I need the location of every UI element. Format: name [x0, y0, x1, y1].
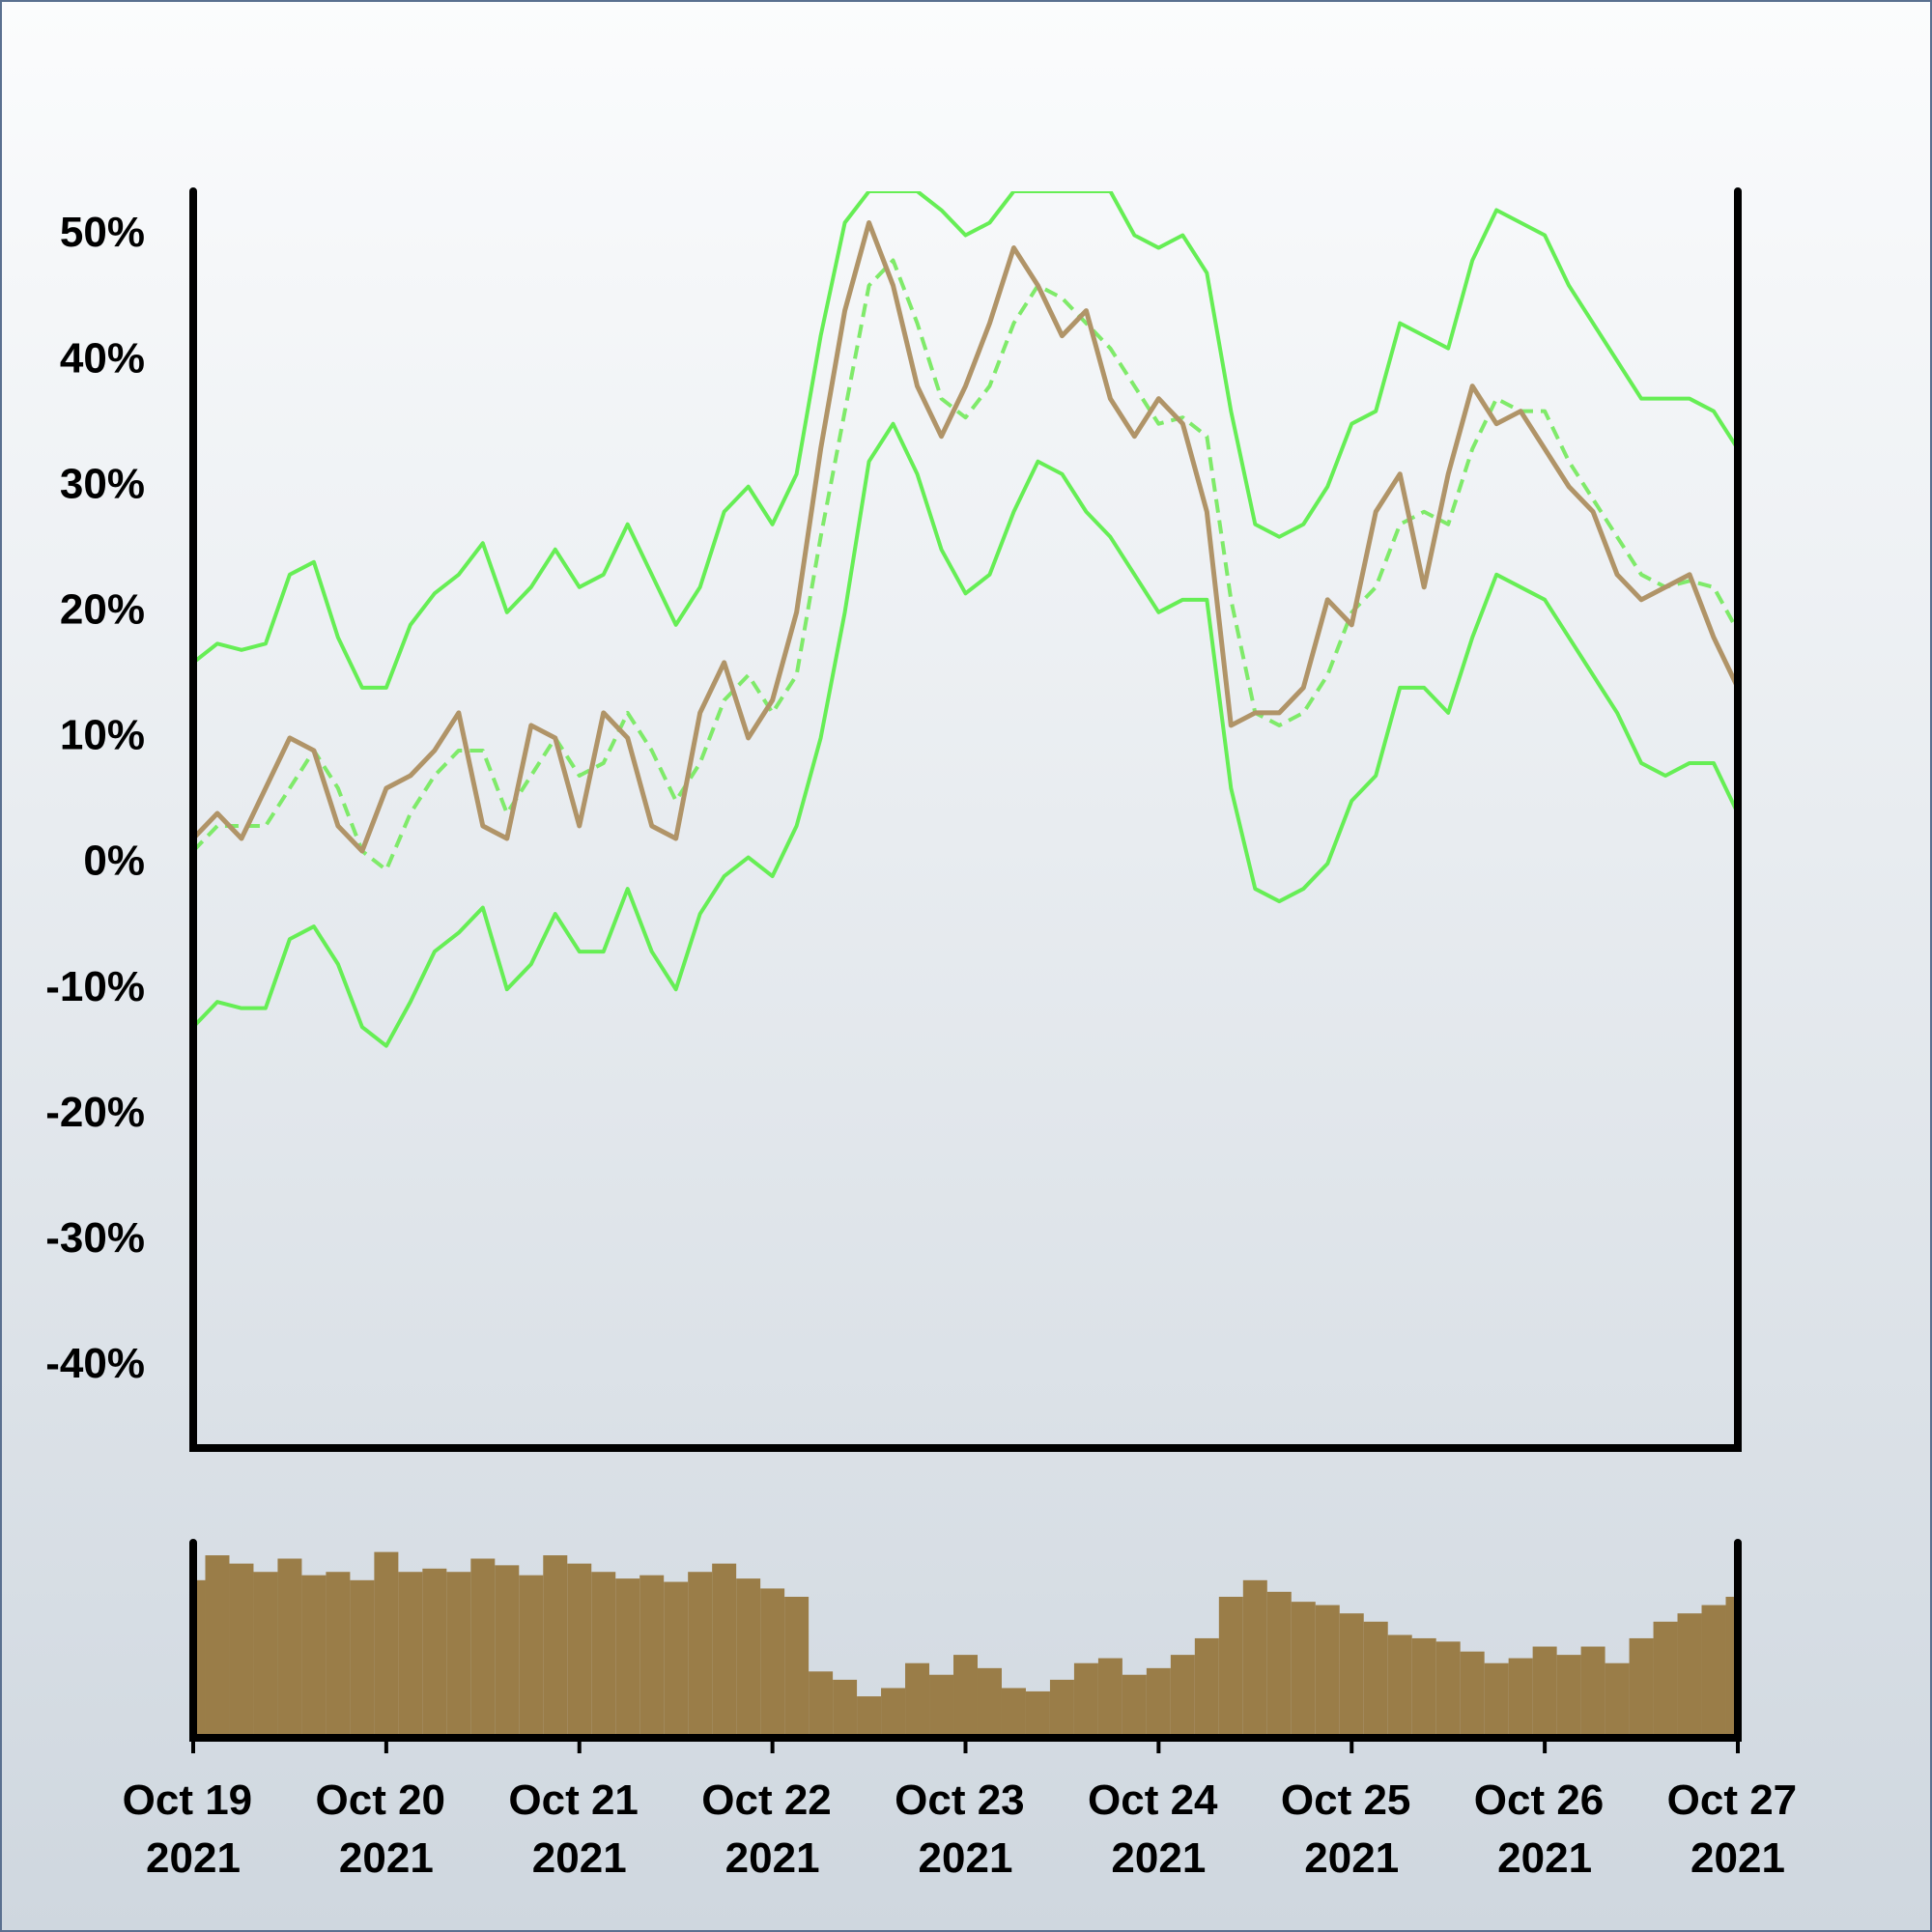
x-tick-label: Oct 27 2021 [1667, 1776, 1809, 1882]
volume-bar [1701, 1605, 1726, 1738]
volume-bar [567, 1563, 592, 1738]
volume-bar [1387, 1634, 1412, 1738]
volume-bar [1532, 1646, 1557, 1738]
x-tick-label: Oct 24 2021 [1088, 1776, 1230, 1882]
volume-bar [929, 1674, 954, 1738]
volume-bar [784, 1596, 810, 1738]
x-tick-label: Oct 25 2021 [1281, 1776, 1423, 1882]
y-tick-label: -30% [45, 1214, 145, 1262]
volume-bar [1677, 1613, 1702, 1738]
volume-bar [736, 1578, 761, 1738]
volume-bar [712, 1563, 737, 1738]
series-line [193, 220, 1738, 854]
y-tick-label: 50% [60, 209, 145, 256]
volume-bar [1339, 1613, 1364, 1738]
y-tick-label: 0% [83, 838, 145, 885]
volume-bar [953, 1655, 978, 1738]
y-tick-label: 10% [60, 712, 145, 759]
volume-bar [350, 1579, 375, 1738]
volume-bar [253, 1572, 278, 1738]
x-tick-label: Oct 19 2021 [123, 1776, 265, 1882]
volume-bar [470, 1558, 496, 1738]
volume-bar [1580, 1646, 1605, 1738]
volume-bar [1291, 1602, 1316, 1738]
volume-bar [1266, 1591, 1292, 1738]
volume-bar [1315, 1605, 1340, 1738]
y-tick-label: 20% [60, 585, 145, 633]
volume-bar [760, 1588, 785, 1738]
volume-bar [905, 1662, 930, 1738]
volume-bar [1242, 1579, 1267, 1738]
volume-bar [326, 1572, 351, 1738]
volume-bar [977, 1667, 1002, 1738]
axes: -40% -30% -20% -10% 0% 10% 20% 30% 40% 50% Oct 19 … [45, 187, 1809, 1882]
volume-bar [857, 1696, 882, 1738]
volume-bar [1460, 1651, 1485, 1738]
axis-frame [189, 187, 1742, 1452]
x-tick-label: Oct 22 2021 [701, 1776, 843, 1882]
volume-bar [1122, 1674, 1147, 1738]
volume-bar [833, 1679, 858, 1738]
volume-bar [1508, 1658, 1533, 1738]
volume-bar [615, 1578, 640, 1738]
volume-bar [1218, 1596, 1243, 1738]
volume-bar [688, 1572, 713, 1738]
volume-bar [519, 1575, 544, 1738]
volume-bar [422, 1568, 447, 1738]
volume-bar [1653, 1621, 1678, 1738]
volume-bar [374, 1551, 399, 1738]
volume-bar [229, 1563, 254, 1738]
volume-bar [809, 1671, 834, 1738]
volume-bar [591, 1572, 616, 1738]
volume-bar [881, 1688, 906, 1738]
y-tick-label: 40% [60, 334, 145, 382]
volume-bar [1001, 1688, 1026, 1738]
volume-bar [1025, 1690, 1050, 1738]
series-line [193, 421, 1738, 1048]
volume-bar [1435, 1641, 1461, 1738]
x-tick-label: Oct 23 2021 [895, 1776, 1037, 1882]
volume-bar [639, 1575, 665, 1738]
volume-bar [1146, 1667, 1171, 1738]
volume-bar [205, 1555, 230, 1738]
volume-bar [1194, 1637, 1219, 1738]
x-tick-label: Oct 26 2021 [1474, 1776, 1616, 1882]
plot-area [193, 191, 1738, 1048]
series-line [193, 258, 1738, 872]
volume-bar [1484, 1662, 1509, 1738]
volume-bar [446, 1572, 471, 1738]
y-tick-label: -40% [45, 1340, 145, 1387]
series-line [193, 191, 1738, 690]
x-tick-label: Oct 20 2021 [316, 1776, 458, 1882]
volume-bar [1170, 1655, 1195, 1738]
x-tick-label: Oct 21 2021 [508, 1776, 650, 1882]
volume-bar [398, 1572, 423, 1738]
volume-bar [1073, 1662, 1098, 1738]
volume-area [193, 1551, 1738, 1738]
y-tick-label: -10% [45, 963, 145, 1010]
volume-bar [1097, 1658, 1122, 1738]
volume-bar [1363, 1621, 1388, 1738]
volume-bar [1605, 1662, 1630, 1738]
volume-bar [1556, 1655, 1581, 1738]
volume-bar [1629, 1637, 1654, 1738]
y-tick-label: 30% [60, 460, 145, 507]
y-tick-label: -20% [45, 1089, 145, 1136]
volume-bar [277, 1558, 302, 1738]
volume-bar [543, 1555, 568, 1738]
volume-bar [664, 1581, 689, 1738]
volume-bar [495, 1565, 520, 1738]
volume-bar [301, 1575, 327, 1738]
volume-bar [1049, 1679, 1074, 1738]
volume-bar [1411, 1637, 1436, 1738]
